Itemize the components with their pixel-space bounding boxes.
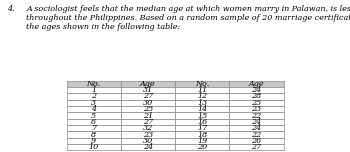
Bar — [121, 93, 175, 100]
Bar — [175, 125, 229, 131]
Bar — [66, 100, 121, 106]
Text: 4.: 4. — [7, 5, 15, 13]
Bar — [66, 112, 121, 119]
Text: 8: 8 — [91, 131, 96, 139]
Bar — [175, 81, 229, 87]
Text: 25: 25 — [143, 105, 153, 113]
Bar — [121, 144, 175, 150]
Text: 27: 27 — [143, 92, 153, 100]
Bar — [121, 87, 175, 93]
Bar — [229, 100, 284, 106]
Text: 2: 2 — [91, 92, 96, 100]
Text: 14: 14 — [197, 105, 207, 113]
Bar — [121, 112, 175, 119]
Text: 4: 4 — [91, 105, 96, 113]
Bar — [229, 87, 284, 93]
Text: 24: 24 — [143, 143, 153, 151]
Bar — [175, 100, 229, 106]
Text: 23: 23 — [143, 131, 153, 139]
Text: 16: 16 — [197, 118, 207, 126]
Text: 1: 1 — [91, 86, 96, 94]
Text: 3: 3 — [91, 99, 96, 107]
Bar — [229, 125, 284, 131]
Text: 31: 31 — [143, 86, 153, 94]
Text: 32: 32 — [143, 124, 153, 132]
Text: 26: 26 — [251, 137, 261, 145]
Text: 22: 22 — [251, 131, 261, 139]
Bar — [66, 144, 121, 150]
Bar — [175, 106, 229, 112]
Text: 11: 11 — [197, 86, 207, 94]
Text: 7: 7 — [91, 124, 96, 132]
Text: 12: 12 — [197, 92, 207, 100]
Text: 22: 22 — [251, 112, 261, 119]
Text: 28: 28 — [251, 92, 261, 100]
Text: 30: 30 — [143, 137, 153, 145]
Text: No.: No. — [195, 80, 209, 88]
Bar — [66, 131, 121, 138]
Bar — [121, 119, 175, 125]
Bar — [66, 125, 121, 131]
Bar — [66, 81, 121, 87]
Text: 17: 17 — [197, 124, 207, 132]
Bar — [66, 106, 121, 112]
Bar — [229, 144, 284, 150]
Bar — [66, 119, 121, 125]
Bar — [121, 100, 175, 106]
Bar — [229, 93, 284, 100]
Text: 18: 18 — [197, 131, 207, 139]
Text: A sociologist feels that the median age at which women marry in Palawan, is less: A sociologist feels that the median age … — [26, 5, 350, 31]
Text: Age: Age — [248, 80, 264, 88]
Text: 19: 19 — [197, 137, 207, 145]
Text: 27: 27 — [143, 118, 153, 126]
Text: 10: 10 — [89, 143, 99, 151]
Text: 24: 24 — [251, 118, 261, 126]
Bar — [121, 81, 175, 87]
Text: Age: Age — [140, 80, 156, 88]
Bar — [229, 106, 284, 112]
Bar — [175, 131, 229, 138]
Text: 5: 5 — [91, 112, 96, 119]
Text: 15: 15 — [197, 112, 207, 119]
Text: 6: 6 — [91, 118, 96, 126]
Text: 24: 24 — [251, 86, 261, 94]
Text: 30: 30 — [143, 99, 153, 107]
Text: 27: 27 — [251, 143, 261, 151]
Bar — [229, 81, 284, 87]
Bar — [229, 138, 284, 144]
Bar — [175, 93, 229, 100]
Text: 20: 20 — [197, 143, 207, 151]
Text: 24: 24 — [251, 124, 261, 132]
Text: 23: 23 — [251, 105, 261, 113]
Bar — [175, 144, 229, 150]
Text: 21: 21 — [143, 112, 153, 119]
Bar — [175, 119, 229, 125]
Bar — [175, 112, 229, 119]
Bar — [66, 138, 121, 144]
Bar — [121, 138, 175, 144]
Bar — [175, 138, 229, 144]
Bar — [121, 131, 175, 138]
Bar — [229, 119, 284, 125]
Text: No.: No. — [86, 80, 101, 88]
Text: 9: 9 — [91, 137, 96, 145]
Bar — [229, 131, 284, 138]
Bar — [66, 93, 121, 100]
Text: 13: 13 — [197, 99, 207, 107]
Bar — [66, 87, 121, 93]
Bar — [121, 125, 175, 131]
Text: 25: 25 — [251, 99, 261, 107]
Bar — [121, 106, 175, 112]
Bar — [175, 87, 229, 93]
Bar — [229, 112, 284, 119]
